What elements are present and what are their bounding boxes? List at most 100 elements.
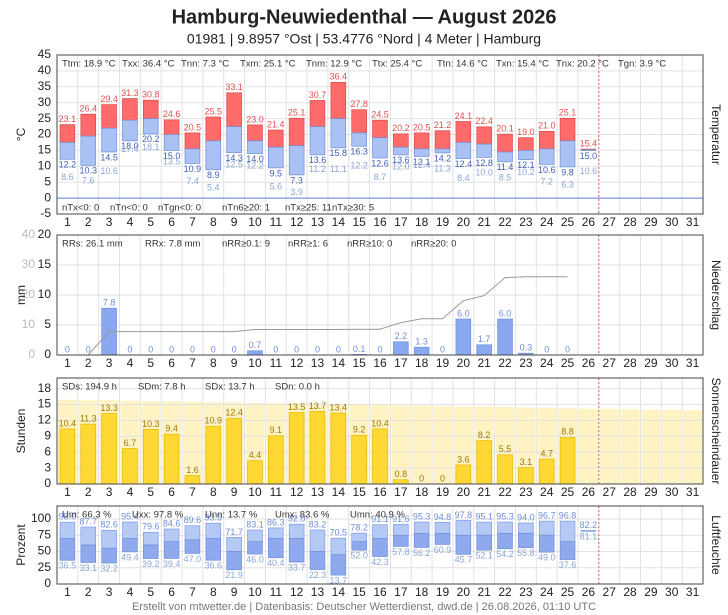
x-tick-label: 14 (332, 585, 346, 599)
lower-bar (184, 539, 201, 554)
lower-bar (184, 148, 201, 164)
bar (413, 346, 430, 356)
upper-bar (268, 129, 284, 148)
lower-bar (101, 127, 117, 153)
x-tick-label: 19 (436, 585, 450, 599)
x-tick-label: 2 (85, 215, 92, 229)
lower-bar (309, 126, 326, 156)
y-axis-label: °C (14, 127, 28, 141)
max-label: 78.2 (350, 523, 368, 533)
lower-bar (101, 547, 117, 564)
upper-bar (268, 527, 284, 539)
max-label: 22.4 (475, 116, 493, 126)
x-tick-label: 15 (352, 215, 366, 229)
x-tick-label: 20 (457, 585, 471, 599)
min-label: 81.1 (580, 532, 598, 542)
lower-bar (205, 538, 222, 561)
stat: Ttx: 25.4 °C (372, 59, 422, 70)
max-label: 79.6 (142, 522, 160, 532)
low-label: 10.6 (100, 166, 118, 176)
plot-border (56, 505, 704, 585)
min-label: 36.5 (59, 561, 77, 571)
max-label: 24.5 (371, 110, 389, 120)
upper-bar (184, 132, 201, 150)
lower-bar (226, 126, 242, 153)
max-label: 89.6 (184, 515, 202, 525)
x-tick-label: 7 (189, 215, 196, 229)
y-axis-label: Stunden (14, 409, 28, 454)
upper-bar (372, 524, 388, 539)
min-label: 10.3 (79, 166, 97, 176)
y-tick-label: -5 (40, 206, 51, 220)
y-tick-label: 15 (38, 257, 52, 271)
upper-bar (288, 523, 305, 539)
upper-bar (518, 137, 534, 151)
lower-bar (163, 541, 180, 559)
x-tick-label: 12 (290, 485, 304, 499)
stat: Unn: 13.7 % (205, 510, 258, 521)
value-label: 6.0 (499, 308, 512, 318)
x-tick-label: 6 (168, 215, 175, 229)
stat: RRs: 26.1 mm (62, 239, 123, 250)
value-label: 0 (232, 344, 237, 354)
x-tick-label: 29 (644, 356, 658, 370)
x-tick-label: 16 (373, 215, 387, 229)
max-label: 21.2 (434, 120, 452, 130)
x-tick-label: 14 (332, 485, 346, 499)
max-label: 95.1 (475, 512, 493, 522)
min-label: 42.3 (371, 557, 389, 567)
chart-title: Hamburg-Neuwiedenthal — August 2026 (172, 6, 557, 28)
possible-bar (662, 409, 682, 484)
max-label: 30.8 (142, 90, 160, 100)
x-tick-label: 10 (248, 356, 262, 370)
x-tick-label: 9 (231, 485, 238, 499)
y-tick-label: 5 (44, 317, 51, 331)
lower-bar (309, 551, 326, 570)
y2-tick-label: 0 (28, 347, 35, 361)
stat: Tgn: 3.9 °C (618, 59, 666, 70)
upper-bar (205, 116, 222, 142)
stat: nRR≥10: 0 (347, 239, 392, 250)
upper-bar (538, 520, 555, 536)
value-label: 13.5 (288, 402, 306, 412)
max-label: 20.5 (413, 122, 431, 132)
x-tick-label: 21 (478, 585, 492, 599)
max-label: 30.7 (309, 90, 327, 100)
lower-bar (122, 538, 138, 553)
min-label: 36.6 (205, 561, 223, 571)
max-label: 21.4 (267, 119, 285, 129)
max-label: 83.2 (309, 519, 327, 529)
x-tick-label: 25 (561, 215, 575, 229)
min-label: 55.8 (517, 548, 535, 558)
y-tick-label: 50 (38, 544, 52, 558)
x-tick-label: 1 (64, 585, 71, 599)
y-tick-label: 75 (38, 527, 52, 541)
max-label: 33.1 (225, 82, 243, 92)
x-tick-label: 31 (686, 215, 700, 229)
x-tick-label: 27 (603, 356, 617, 370)
lower-bar (205, 140, 222, 171)
x-tick-label: 11 (270, 356, 283, 370)
low-label: 11.3 (434, 164, 451, 174)
x-tick-label: 1 (64, 215, 71, 229)
x-tick-label: 24 (540, 356, 554, 370)
upper-bar (330, 537, 347, 556)
x-tick-label: 6 (168, 485, 175, 499)
x-tick-label: 13 (311, 585, 325, 599)
x-tick-label: 8 (210, 215, 217, 229)
min-label: 13.6 (309, 155, 327, 165)
low-label: 10.0 (475, 168, 493, 178)
min-label: 9.8 (561, 167, 574, 177)
stat: nTx≥30: 5 (332, 203, 374, 214)
min-label: 37.6 (559, 560, 577, 570)
plot-border (56, 234, 704, 356)
min-label: 13.7 (330, 575, 348, 585)
upper-bar (226, 537, 242, 552)
x-tick-label: 2 (85, 485, 92, 499)
upper-bar (59, 521, 76, 539)
x-tick-label: 19 (436, 215, 450, 229)
low-label: 10.6 (580, 166, 598, 176)
possible-bar (433, 406, 452, 484)
min-label: 16.3 (350, 147, 368, 157)
x-tick-label: 16 (373, 585, 387, 599)
